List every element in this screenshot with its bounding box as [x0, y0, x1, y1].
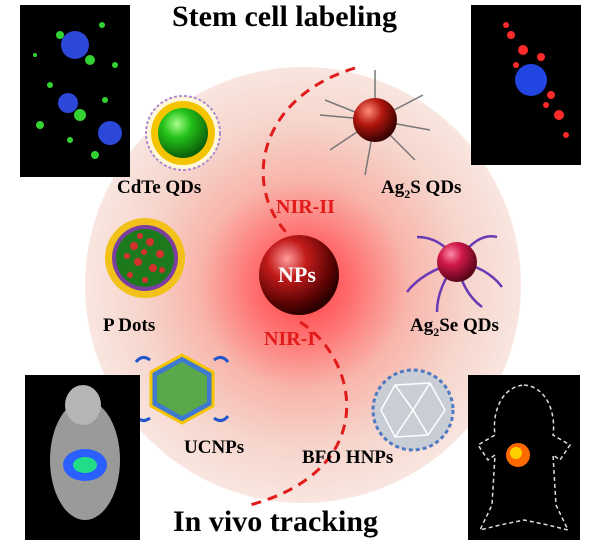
- nir-i-label: NIR-I: [264, 328, 316, 350]
- in-vivo-signal-image: [468, 375, 580, 540]
- center-label: NPs: [278, 262, 316, 287]
- ucnps-particle: [134, 353, 230, 425]
- cdte-qd-particle: [145, 95, 221, 171]
- ag2se-label: Ag2Se QDs: [410, 315, 499, 339]
- ag2se-qd-particle: [406, 235, 503, 313]
- nir-ii-label: NIR-II: [276, 196, 335, 218]
- ag2s-qd-particle: [319, 70, 431, 176]
- stem-cell-green-micrograph: [20, 5, 130, 177]
- dashed-divider-curve: [249, 66, 356, 507]
- title-top: Stem cell labeling: [172, 0, 397, 33]
- cdte-label: CdTe QDs: [117, 177, 202, 198]
- central-sphere: [259, 235, 339, 315]
- pdots-label: P Dots: [103, 315, 156, 336]
- stem-cell-red-micrograph: [471, 5, 581, 165]
- bfo-label: BFO HNPs: [302, 447, 394, 468]
- pdots-particle: [105, 218, 185, 298]
- title-bottom: In vivo tracking: [173, 505, 379, 538]
- ag2s-label: Ag2S QDs: [381, 177, 462, 201]
- in-vivo-mouse-image: [25, 375, 140, 540]
- bfo-hnp-particle: [371, 368, 455, 452]
- ucnps-label: UCNPs: [184, 437, 245, 458]
